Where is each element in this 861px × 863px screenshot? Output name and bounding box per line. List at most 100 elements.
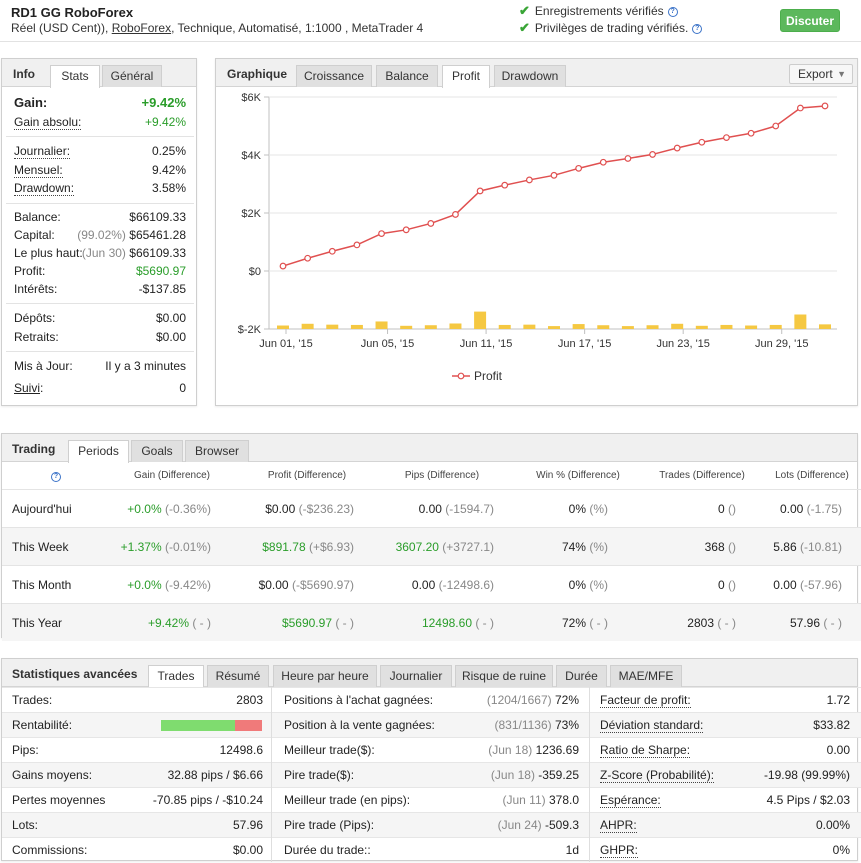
y-tick-label: $-2K <box>238 324 262 336</box>
profit-point <box>673 144 681 152</box>
stat-value: $0.00 <box>232 843 263 857</box>
tab-balance[interactable]: Balance <box>376 65 438 87</box>
tab-browser[interactable]: Browser <box>185 440 249 462</box>
profit-point <box>624 155 632 162</box>
gain-difference: (-9.42%) <box>164 578 211 592</box>
tab-profit[interactable]: Profit <box>442 65 490 88</box>
divider <box>6 203 194 204</box>
stat-value-cell: (831/1136) 73% <box>494 718 579 732</box>
profit-point <box>698 138 706 146</box>
trades-value: 2803 <box>687 616 714 630</box>
win-value: 72% <box>561 616 586 630</box>
y-tick-label: $4K <box>241 150 261 162</box>
profit-cell: $0.00 (-$236.23) <box>265 502 354 516</box>
win-cell: 0% (%) <box>569 502 608 516</box>
stat-label[interactable]: Ratio de Sharpe: <box>600 743 691 758</box>
stat-label[interactable]: GHPR: <box>600 843 639 858</box>
profit-bar <box>769 324 782 329</box>
profitability-win-fill <box>161 720 235 731</box>
tracking-link[interactable]: Suivi <box>14 381 40 395</box>
daily-value: 0.25% <box>151 144 186 158</box>
legend-marker <box>457 372 465 380</box>
win-cell: 0% (%) <box>569 578 608 592</box>
trades-cell: 368 () <box>705 540 736 554</box>
tab-daily[interactable]: Journalier <box>380 665 452 687</box>
tab-duration[interactable]: Durée <box>556 665 607 687</box>
tab-stats[interactable]: Stats <box>50 65 100 88</box>
profit-bar <box>523 324 536 329</box>
stat-value: -359.25 <box>538 768 579 782</box>
divider <box>6 303 194 304</box>
info-panel-header: Info Stats Général <box>2 59 196 88</box>
profit-point <box>723 134 730 141</box>
gain-value: +0.0% <box>127 502 162 516</box>
pips-value: 3607.20 <box>395 540 439 554</box>
profit-point <box>649 151 656 158</box>
stat-label: Lots: <box>12 818 39 832</box>
tab-trades[interactable]: Trades <box>148 665 204 688</box>
account-type: Réel (USD Cent)), <box>11 21 109 35</box>
broker-link[interactable]: RoboForex <box>111 21 172 35</box>
daily-label[interactable]: Journalier: <box>14 144 71 159</box>
tab-hourly[interactable]: Heure par heure <box>273 665 377 687</box>
export-button[interactable]: Export ▼ <box>789 64 853 84</box>
help-icon[interactable]: ? <box>692 23 703 34</box>
withdrawals-row: Retraits: $0.00 <box>14 330 186 346</box>
profit-bar <box>301 323 314 329</box>
stats-row: Gains moyens: 32.88 pips / $6.66 Pire trad… <box>2 762 861 787</box>
stat-label: Pire trade (Pips): <box>284 818 375 832</box>
stat-value: 12498.6 <box>219 743 263 757</box>
help-icon[interactable]: ? <box>667 6 678 17</box>
discuss-button[interactable]: Discuter <box>780 9 840 32</box>
withdrawals-value: $0.00 <box>155 330 186 344</box>
pips-difference: (-1594.7) <box>445 502 494 516</box>
tab-summary[interactable]: Résumé <box>207 665 269 687</box>
gain-value: +1.37% <box>120 540 162 554</box>
profit-point <box>599 158 607 166</box>
check-icon: ✔ <box>519 20 530 35</box>
monthly-label[interactable]: Mensuel: <box>14 163 63 178</box>
tab-general[interactable]: Général <box>102 65 162 87</box>
win-difference: (%) <box>589 578 608 592</box>
profit-bar <box>720 324 733 329</box>
gain-cell: +0.0% (-0.36%) <box>127 502 211 516</box>
tab-drawdown[interactable]: Drawdown <box>494 65 566 87</box>
help-icon[interactable]: ? <box>51 472 61 482</box>
win-value: 74% <box>561 540 586 554</box>
table-row: This Month +0.0% (-9.42%) $0.00 (-$5690.97… <box>2 565 861 603</box>
tab-risk-of-ruin[interactable]: Risque de ruine <box>455 665 553 687</box>
stat-label[interactable]: Espérance: <box>600 793 661 808</box>
profit-bar <box>350 324 363 329</box>
deposits-row: Dépôts: $0.00 <box>14 311 186 327</box>
lots-value: 5.86 <box>773 540 797 554</box>
win-value: 0% <box>568 502 586 516</box>
profit-bar <box>548 326 560 329</box>
verified-privileges-label: Privilèges de trading vérifiés. <box>534 21 689 35</box>
tracking-label[interactable]: Suivi <box>14 381 41 395</box>
trades-difference: () <box>728 502 736 516</box>
stat-note: (831/1136) <box>494 718 552 732</box>
drawdown-label[interactable]: Drawdown: <box>14 181 75 196</box>
tab-mae-mfe[interactable]: MAE/MFE <box>610 665 682 687</box>
chart-panel-title: Graphique <box>227 67 288 81</box>
stat-label[interactable]: Déviation standard: <box>600 718 704 733</box>
profit-difference: ( - ) <box>335 616 354 630</box>
account-subtitle: Réel (USD Cent)), RoboForex, Technique, … <box>11 21 423 35</box>
profit-bar <box>277 325 289 329</box>
stat-label[interactable]: Facteur de profit: <box>600 693 691 708</box>
stat-label[interactable]: Z-Score (Probabilité): <box>600 768 715 783</box>
col-pips-header: Pips (Difference) <box>404 470 480 481</box>
period-label: This Year <box>12 616 63 630</box>
profitability-bar <box>161 720 262 731</box>
tab-periods[interactable]: Periods <box>68 440 129 463</box>
stat-note: (Jun 11) <box>502 793 546 807</box>
balance-label: Balance: <box>14 210 61 224</box>
profit-difference: (-$5690.97) <box>291 578 354 592</box>
profit-line <box>282 105 826 267</box>
tab-goals[interactable]: Goals <box>131 440 183 462</box>
tab-growth[interactable]: Croissance <box>296 65 372 87</box>
stat-label[interactable]: AHPR: <box>600 818 637 833</box>
abs-gain-label[interactable]: Gain absolu: <box>14 115 82 130</box>
profit-point <box>525 176 533 184</box>
stat-value: -19.98 (99.99%) <box>763 768 850 782</box>
